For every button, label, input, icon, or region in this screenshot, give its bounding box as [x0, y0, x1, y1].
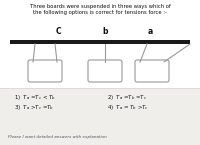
Bar [0, 88, 200, 145]
Text: 3)  $T_a$ >$T_c$ =$T_b$: 3) $T_a$ >$T_c$ =$T_b$ [14, 103, 54, 112]
Text: C: C [55, 27, 61, 36]
Text: Please I want detailed answers with explanation: Please I want detailed answers with expl… [8, 135, 107, 139]
Text: 2)  $T_a$ =$T_b$ =$T_c$: 2) $T_a$ =$T_b$ =$T_c$ [107, 93, 147, 102]
Text: Three boards were suspended in three ways which of: Three boards were suspended in three way… [30, 4, 170, 9]
FancyBboxPatch shape [88, 60, 122, 82]
Bar [10, 40, 190, 44]
Text: the following options is correct for tensions force :-: the following options is correct for ten… [33, 10, 167, 15]
FancyBboxPatch shape [135, 60, 169, 82]
Text: b: b [102, 27, 108, 36]
Text: 4)  $T_a$ = $T_b$ >$T_c$: 4) $T_a$ = $T_b$ >$T_c$ [107, 103, 149, 112]
FancyBboxPatch shape [28, 60, 62, 82]
Text: a: a [147, 27, 153, 36]
Text: 1)  $T_a$ =$T_c$ < $T_b$: 1) $T_a$ =$T_c$ < $T_b$ [14, 93, 56, 102]
